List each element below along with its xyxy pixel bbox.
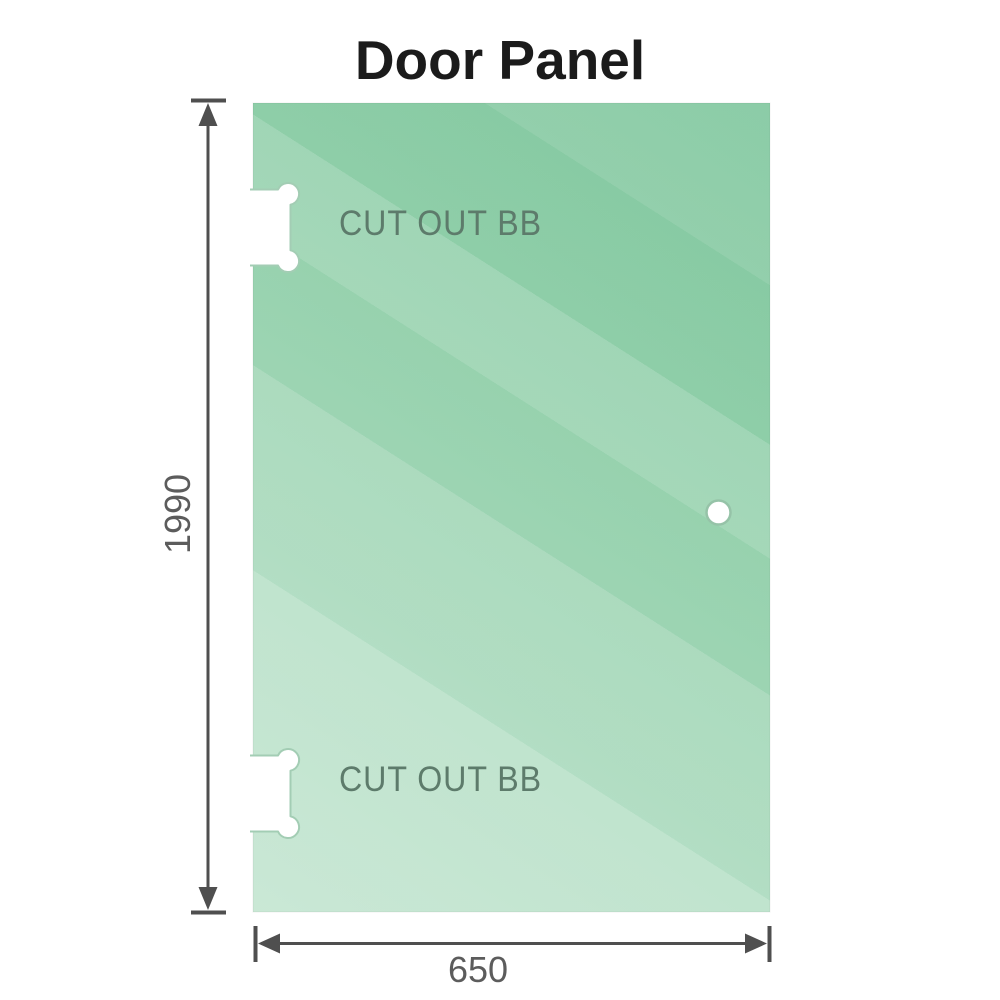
handle-hole — [705, 499, 732, 526]
height-dimension-value: 1990 — [157, 473, 198, 555]
glass-panel-reflections — [252, 102, 771, 913]
arrow-left-icon — [258, 933, 280, 954]
cutout-label-top: CUT OUT BB — [339, 204, 543, 243]
glass-panel — [252, 102, 771, 913]
hinge-cutout-bottom — [250, 747, 301, 840]
width-dimension-value: 650 — [447, 949, 509, 990]
height-dimension — [191, 98, 226, 915]
arrow-down-icon — [198, 887, 218, 910]
hinge-cutout-top — [250, 181, 301, 274]
diagram-title: Door Panel — [354, 29, 646, 91]
cutout-label-bottom: CUT OUT BB — [339, 760, 543, 799]
width-dimension — [253, 926, 772, 962]
arrow-up-icon — [198, 103, 218, 126]
arrow-right-icon — [745, 933, 767, 954]
